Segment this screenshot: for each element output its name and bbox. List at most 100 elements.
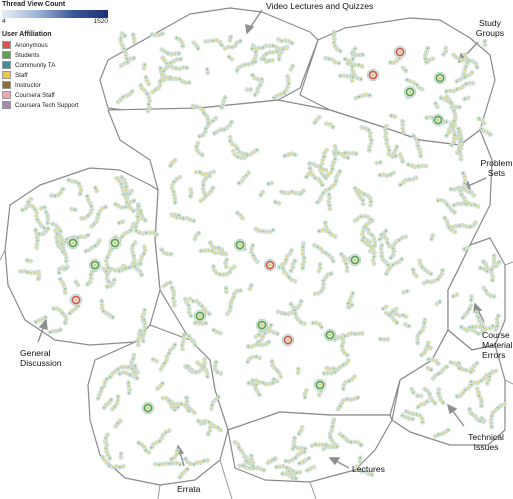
thread-node [437, 392, 440, 394]
thread-node [331, 233, 333, 236]
thread-node [116, 402, 118, 405]
thread-node [392, 310, 395, 313]
thread-node [433, 115, 443, 125]
thread-node [125, 94, 128, 97]
thread-node [413, 272, 415, 275]
colorbar-min: 4 [2, 18, 6, 25]
thread-node [59, 235, 62, 238]
thread-node [91, 270, 94, 273]
thread-node [238, 66, 240, 69]
thread-node [87, 198, 90, 201]
thread-node [287, 82, 290, 85]
thread-node [231, 143, 234, 145]
boundary-line [504, 379, 513, 385]
thread-node [287, 312, 290, 315]
thread-node [278, 58, 281, 60]
thread-node [143, 326, 146, 328]
thread-node [181, 473, 184, 475]
thread-node [358, 54, 360, 56]
thread-node [339, 74, 342, 77]
thread-node [379, 338, 382, 341]
thread-node [434, 374, 437, 377]
thread-node [200, 461, 202, 464]
thread-node [448, 206, 451, 209]
thread-node [354, 219, 357, 222]
thread-node [412, 81, 415, 84]
thread-node [398, 239, 401, 241]
thread-node [171, 184, 174, 186]
thread-node [471, 325, 474, 328]
thread-node [137, 219, 140, 222]
thread-node [314, 443, 317, 446]
thread-node [312, 163, 315, 165]
region-label-lectures: Lectures [352, 464, 385, 474]
thread-node [454, 113, 456, 115]
thread-node [327, 200, 330, 203]
thread-node [224, 96, 227, 99]
thread-node [186, 468, 189, 470]
thread-node [136, 215, 139, 218]
thread-node [42, 232, 44, 235]
thread-node [278, 372, 281, 375]
thread-node [87, 234, 89, 237]
thread-node [215, 398, 217, 401]
thread-node [198, 152, 201, 154]
thread-node [123, 179, 125, 181]
thread-node [196, 461, 199, 464]
thread-node [480, 127, 483, 130]
thread-node [443, 217, 446, 219]
thread-node [401, 414, 404, 417]
thread-node [329, 432, 331, 435]
thread-node [333, 371, 336, 373]
thread-node [184, 81, 187, 84]
thread-node [442, 53, 445, 56]
thread-node [202, 134, 205, 136]
thread-node [255, 228, 257, 230]
thread-node [462, 85, 465, 88]
thread-node [212, 187, 214, 189]
thread-node [388, 149, 391, 152]
thread-node [385, 306, 388, 308]
thread-node [161, 365, 164, 367]
thread-node [378, 238, 381, 241]
thread-node [441, 433, 443, 435]
thread-node [168, 462, 171, 465]
thread-node [61, 281, 64, 284]
thread-node [304, 459, 307, 461]
thread-node [143, 329, 146, 332]
thread-node [487, 379, 490, 381]
thread-node [170, 53, 173, 56]
thread-node [77, 284, 79, 286]
thread-node [278, 47, 281, 50]
thread-node [459, 134, 462, 137]
thread-node [402, 181, 404, 184]
thread-node [404, 323, 407, 326]
thread-node [376, 162, 378, 165]
thread-node [373, 255, 375, 258]
thread-node [281, 472, 284, 475]
thread-node [107, 280, 110, 283]
thread-node [117, 399, 119, 402]
thread-node [470, 295, 473, 298]
thread-node [122, 47, 125, 50]
thread-node [134, 226, 137, 228]
thread-node [188, 311, 191, 314]
thread-node [122, 371, 124, 374]
thread-node [462, 172, 464, 175]
thread-node [445, 365, 448, 368]
thread-node [195, 234, 197, 237]
thread-node [429, 347, 432, 350]
thread-node [200, 305, 203, 307]
thread-node [106, 263, 108, 266]
thread-node [330, 429, 333, 432]
thread-node [458, 58, 461, 60]
thread-node [137, 441, 140, 444]
thread-node [271, 182, 273, 184]
thread-node [364, 127, 367, 129]
thread-node [436, 105, 439, 108]
thread-node [447, 226, 450, 229]
thread-node [286, 75, 289, 78]
thread-node [356, 77, 359, 79]
thread-node [466, 329, 469, 332]
thread-node [464, 389, 466, 391]
